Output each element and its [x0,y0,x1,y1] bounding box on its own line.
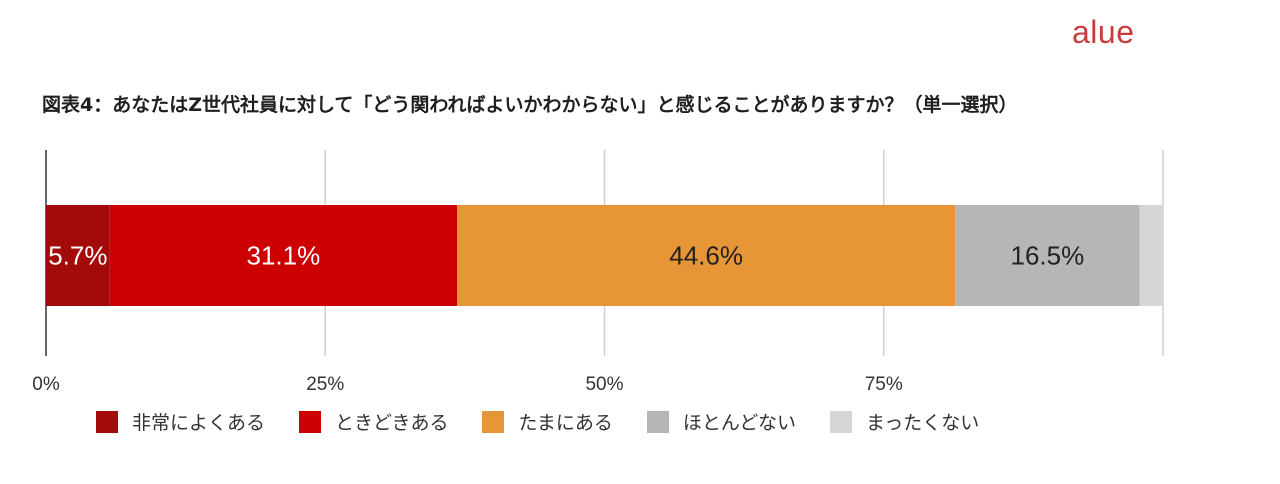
data-label: 44.6% [669,241,743,271]
bar-segment-4 [955,205,1140,306]
legend-swatch [646,410,669,433]
tick-label: 0% [32,374,60,395]
legend-label: たまにある [518,412,613,434]
data-label: 5.7% [48,241,107,271]
bar-segment-3 [457,205,956,306]
tick-label: 75% [865,374,903,395]
brand-logo: alue [1072,14,1135,50]
tick-label: 50% [585,374,623,395]
legend-label: ほとんどない [682,412,796,434]
legend-swatch [299,410,322,433]
legend-item: たまにある [482,408,613,435]
chart-legend: 非常によくある ときどきある たまにある ほとんどない まったくない [96,408,1013,435]
legend-label: ときどきある [335,412,449,434]
legend-item: ときどきある [299,408,448,435]
data-label: 31.1% [246,241,320,271]
legend-label: まったくない [865,412,980,434]
data-label: 16.5% [1011,241,1085,271]
legend-swatch [829,410,852,433]
bar-segment-1 [46,205,110,306]
legend-swatch [482,410,505,433]
legend-item: ほとんどない [646,408,796,435]
bar-segment-5 [1139,205,1163,306]
legend-label: 非常によくある [132,412,266,434]
legend-swatch [96,410,118,433]
tick-label: 25% [306,374,344,395]
legend-item: 非常によくある [96,408,265,435]
legend-item: まったくない [829,408,980,435]
chart-title: 図表4：あなたはZ世代社員に対して「どう関わればよいかわからない」と感じることが… [42,94,1018,116]
stacked-bar-chart: 5.7% 31.1% 44.6% 16.5% 0% 25% 50% 75% [32,150,1164,395]
bar-segment-2 [109,205,458,306]
